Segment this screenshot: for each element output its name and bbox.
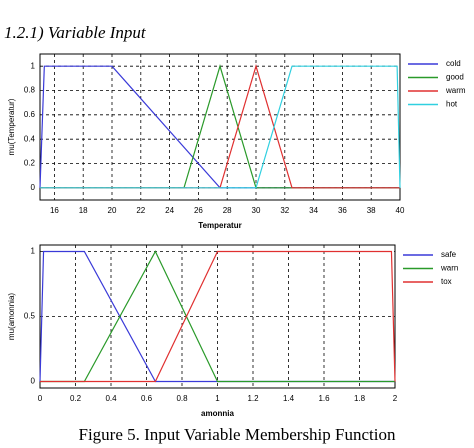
series-line (39, 65, 400, 189)
x-tick-label: 0.2 (70, 394, 82, 403)
x-axis-label: Temperatur (198, 221, 241, 230)
x-tick-label: 18 (79, 206, 88, 215)
y-tick-label: 0.2 (24, 159, 36, 168)
series-line (40, 65, 401, 189)
x-tick-label: 26 (194, 206, 203, 215)
x-tick-label: 1.8 (354, 394, 366, 403)
x-tick-label: 1 (215, 394, 220, 403)
x-tick-label: 16 (50, 206, 59, 215)
legend-label: cold (446, 59, 461, 68)
x-tick-label: 32 (280, 206, 289, 215)
y-tick-label: 0.4 (24, 134, 36, 143)
series-line (40, 64, 400, 189)
legend-label: good (446, 73, 464, 82)
x-tick-label: 1.4 (283, 394, 295, 403)
x-tick-label: 40 (396, 206, 405, 215)
legend-label: safe (441, 250, 457, 259)
x-axis-label: amonnia (201, 409, 234, 418)
x-tick-label: 0 (38, 394, 43, 403)
y-tick-label: 0 (31, 183, 36, 192)
x-tick-label: 0.4 (105, 394, 117, 403)
x-tick-label: 36 (338, 206, 347, 215)
x-tick-label: 20 (108, 206, 117, 215)
x-tick-label: 1.6 (318, 394, 330, 403)
y-tick-label: 0.8 (24, 86, 36, 95)
x-tick-label: 0.6 (141, 394, 153, 403)
caption: Figure 5. Input Variable Membership Func… (79, 425, 396, 444)
x-tick-label: 30 (252, 206, 261, 215)
x-tick-label: 0.8 (176, 394, 188, 403)
legend-label: warn (440, 264, 458, 273)
legend-label: tox (441, 277, 452, 286)
x-tick-label: 38 (367, 206, 376, 215)
y-axis-label: mu(amonnia) (7, 293, 16, 340)
y-tick-label: 1 (31, 247, 36, 256)
x-tick-label: 34 (309, 206, 318, 215)
series-line (40, 250, 396, 383)
plot-frame (39, 53, 401, 201)
legend-label: hot (446, 100, 458, 109)
heading: 1.2.1) Variable Input (4, 23, 147, 42)
x-tick-label: 24 (165, 206, 174, 215)
x-tick-label: 22 (136, 206, 145, 215)
legend-label: warm (445, 86, 466, 95)
y-tick-label: 0 (31, 377, 36, 386)
y-tick-label: 0.6 (24, 110, 36, 119)
x-tick-label: 28 (223, 206, 232, 215)
x-tick-label: 1.2 (247, 394, 259, 403)
x-tick-label: 2 (393, 394, 398, 403)
y-tick-label: 0.5 (24, 312, 36, 321)
series-line (40, 64, 400, 189)
y-axis-label: mu(Temperatur) (7, 98, 16, 155)
plot-frame (39, 244, 396, 389)
y-tick-label: 1 (31, 61, 36, 70)
